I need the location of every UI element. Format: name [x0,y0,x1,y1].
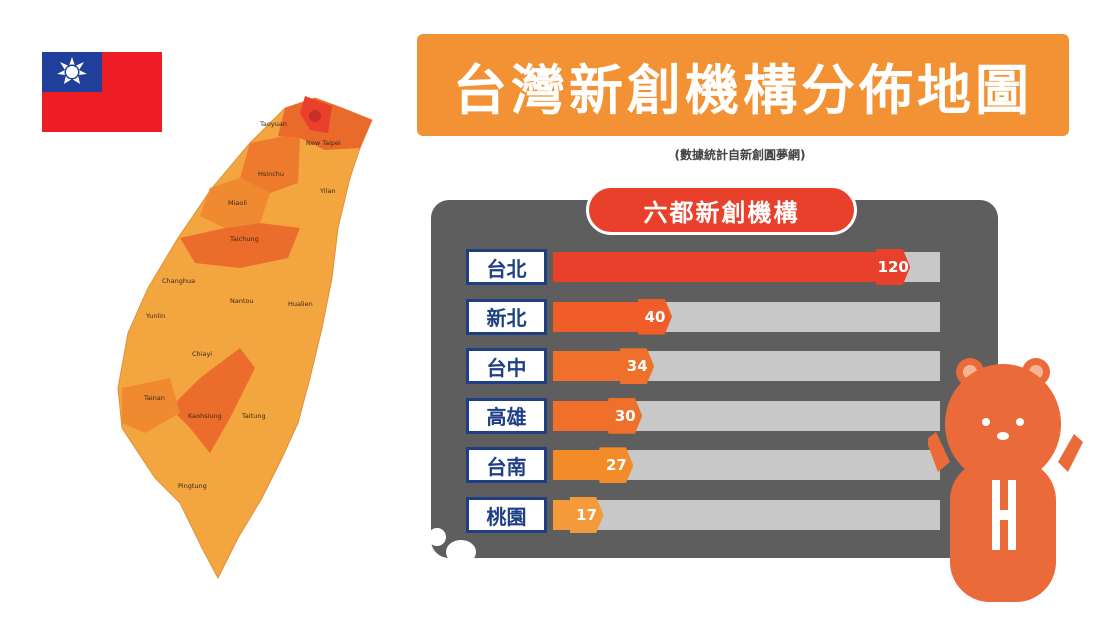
bar-row: 高雄 30 [466,397,942,434]
region-kaohsiung [170,348,255,453]
bar-value-label: 27 [599,447,634,484]
map-label-pingtung: Pingtung [178,482,207,490]
category-label: 高雄 [466,397,547,434]
category-label: 台北 [466,249,547,285]
category-label: 台中 [466,348,547,385]
bar-row: 台北 120 [466,249,942,285]
page-title: 台灣新創機構分佈地圖 [453,58,1033,122]
map-label-taitung: Taitung [241,412,266,420]
panel-decoration [446,540,476,564]
bar-row: 桃園 17 [466,497,942,533]
map-label-taoyuan: Taoyuan [259,120,287,128]
bar-row: 新北 40 [466,298,942,335]
map-label-hsinchu: Hsinchu [258,170,284,178]
page-subtitle: (數據統計自新創圓夢網) [674,148,806,162]
map-label-tainan: Tainan [143,394,165,402]
bar-value-label: 17 [569,497,604,533]
bar-row: 台中 34 [466,348,942,385]
region-pingtung [145,423,205,498]
category-label: 新北 [466,298,547,335]
region-changhua [150,263,205,323]
map-label-taichung: Taichung [229,235,259,243]
bar-value-label: 40 [638,298,673,335]
category-label: 台南 [466,447,547,484]
bar-value-label: 34 [620,348,655,385]
map-label-new-taipei: New Taipei [306,139,341,147]
taiwan-map: Taoyuan New Taipei Hsinchu Yilan Miaoli … [117,96,373,580]
bar [553,400,613,431]
bar-row: 台南 27 [466,447,942,484]
bar [553,500,574,530]
bar [553,351,625,382]
panel-decoration-small [428,528,446,546]
region-hsinchu [240,136,300,193]
map-label-yunlin: Yunlin [145,312,165,320]
map-label-chiayi: Chiayi [192,350,212,358]
map-label-hualien: Hualien [288,300,313,308]
taiwan-flag-icon [42,52,162,132]
title-banner: 台灣新創機構分佈地圖 [417,34,1069,136]
bear-mascot-icon [928,358,1083,602]
bar [553,450,604,481]
map-label-yilan: Yilan [319,187,335,195]
bar-track [553,500,940,530]
region-taichung [180,223,300,268]
bar [553,252,881,282]
bar [553,301,643,332]
category-label: 桃園 [466,497,547,533]
bar-value-label: 120 [876,249,911,285]
map-label-miaoli: Miaoli [228,199,247,207]
chart-title: 六都新創機構 [586,185,857,235]
region-miaoli [200,178,270,228]
map-label-kaohsiung: Kaohsiung [188,412,222,420]
map-label-changhua: Changhua [162,277,195,285]
map-label-nantou: Nantou [230,297,254,305]
bar-value-label: 30 [608,397,643,434]
region-tainan [122,378,180,433]
